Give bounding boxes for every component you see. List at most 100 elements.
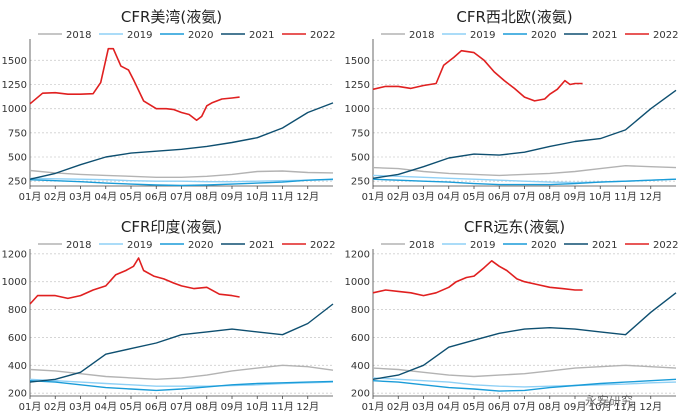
chart-panel-3: CFR印度(液氨) 2018 2019 2020 2021 2022 200 400 600 80… [2, 218, 336, 413]
x-tick-label: 03月 [69, 401, 92, 413]
x-tick-label: 02月 [44, 401, 67, 413]
x-tick-label: 11月 [271, 401, 294, 413]
x-tick-label: 09月 [564, 401, 587, 413]
x-tick-label: 04月 [437, 401, 460, 413]
y-tick-label: 800 [351, 305, 370, 316]
x-tick-label: 06月 [145, 191, 168, 203]
x-tick-label: 10月 [589, 191, 612, 203]
y-tick-label: 1250 [345, 80, 370, 91]
y-tick-label: 750 [8, 128, 27, 139]
legend-label: 2018 [409, 30, 434, 41]
legend-label: 2018 [409, 240, 434, 251]
series-line-2019 [29, 177, 334, 183]
series-line-2022 [372, 49, 583, 102]
x-tick-label: 12月 [296, 401, 319, 413]
series-line-2021 [372, 292, 677, 380]
legend-label: 2019 [127, 240, 152, 251]
x-tick-label: 05月 [463, 401, 486, 413]
y-tick-label: 1200 [345, 249, 370, 260]
legend-label: 2022 [653, 240, 678, 251]
x-tick-label: 10月 [246, 191, 269, 203]
x-tick-label: 05月 [120, 401, 143, 413]
legend-label: 2020 [531, 30, 556, 41]
x-tick-label: 06月 [488, 191, 511, 203]
legend-label: 2020 [188, 240, 213, 251]
legend-label: 2020 [531, 240, 556, 251]
y-tick-label: 600 [8, 333, 27, 344]
legend-label: 2019 [127, 30, 152, 41]
x-tick-label: 04月 [94, 401, 117, 413]
x-tick-label: 09月 [564, 191, 587, 203]
series-line-2018 [372, 164, 677, 177]
series-line-2021 [29, 102, 334, 180]
y-tick-label: 250 [8, 177, 27, 188]
series-line-2020 [372, 378, 677, 392]
y-tick-label: 1000 [345, 104, 370, 115]
x-tick-label: 02月 [44, 191, 67, 203]
y-tick-label: 750 [351, 128, 370, 139]
y-tick-label: 600 [351, 333, 370, 344]
chart-title: CFR美湾(液氨) [121, 8, 222, 26]
legend-label: 2018 [66, 240, 91, 251]
watermark: 永安研究 [585, 394, 634, 408]
x-tick-label: 08月 [195, 191, 218, 203]
x-tick-label: 11月 [614, 191, 637, 203]
legend-label: 2019 [470, 30, 495, 41]
x-tick-label: 03月 [412, 401, 435, 413]
series-line-2020 [372, 178, 677, 186]
x-tick-label: 05月 [463, 191, 486, 203]
y-tick-label: 500 [351, 153, 370, 164]
x-tick-label: 01月 [19, 191, 42, 203]
y-tick-label: 200 [351, 389, 370, 400]
chart-title: CFR西北欧(液氨) [456, 8, 572, 26]
y-tick-label: 1000 [2, 104, 27, 115]
legend-label: 2022 [653, 30, 678, 41]
y-tick-label: 1000 [345, 277, 370, 288]
x-tick-label: 11月 [614, 401, 637, 413]
x-tick-label: 07月 [513, 191, 536, 203]
x-tick-label: 05月 [120, 191, 143, 203]
y-tick-label: 800 [8, 305, 27, 316]
chart-panel-1: CFR美湾(液氨) 2018 2019 2020 2021 2022 250 500 750 10… [2, 8, 336, 203]
series-line-2021 [372, 89, 677, 179]
x-tick-label: 02月 [387, 401, 410, 413]
x-tick-label: 12月 [639, 401, 662, 413]
series-line-2020 [29, 178, 334, 187]
y-tick-label: 1500 [345, 56, 370, 67]
series-line-2022 [29, 47, 240, 122]
legend-label: 2020 [188, 30, 213, 41]
y-tick-label: 1250 [2, 80, 27, 91]
x-tick-label: 11月 [271, 191, 294, 203]
chart-panel-2: CFR西北欧(液氨) 2018 2019 2020 2021 2022 250 500 750 1… [345, 8, 679, 203]
y-tick-label: 500 [8, 153, 27, 164]
x-tick-label: 07月 [513, 401, 536, 413]
x-tick-label: 10月 [246, 401, 269, 413]
y-tick-label: 400 [351, 361, 370, 372]
series-line-2022 [372, 259, 583, 297]
x-tick-label: 04月 [437, 191, 460, 203]
x-tick-label: 01月 [362, 401, 385, 413]
legend-label: 2021 [592, 240, 617, 251]
x-tick-label: 04月 [94, 191, 117, 203]
y-tick-label: 1500 [2, 56, 27, 67]
x-tick-label: 10月 [589, 401, 612, 413]
legend-label: 2022 [310, 240, 335, 251]
y-tick-label: 1000 [2, 277, 27, 288]
series-line-2018 [29, 169, 334, 179]
x-tick-label: 01月 [19, 401, 42, 413]
x-tick-label: 06月 [145, 401, 168, 413]
series-line-2020 [29, 380, 334, 392]
series-line-2019 [372, 377, 677, 388]
y-tick-label: 200 [8, 389, 27, 400]
legend-label: 2021 [249, 240, 274, 251]
x-tick-label: 12月 [296, 191, 319, 203]
chart-title: CFR印度(液氨) [121, 218, 222, 236]
y-tick-label: 250 [351, 177, 370, 188]
series-line-2018 [372, 364, 677, 378]
x-tick-label: 02月 [387, 191, 410, 203]
y-tick-label: 1200 [2, 249, 27, 260]
series-line-2018 [29, 364, 334, 381]
x-tick-label: 06月 [488, 401, 511, 413]
legend-label: 2018 [66, 30, 91, 41]
